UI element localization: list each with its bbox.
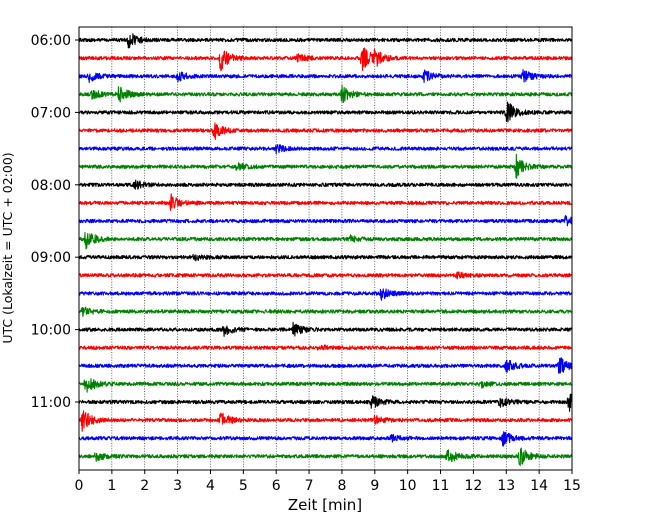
trace-0900 (78, 253, 573, 262)
y-tick-label: 10:00 (31, 323, 71, 339)
trace-0930 (78, 288, 573, 301)
trace-1045 (78, 378, 573, 393)
x-tick-label: 13 (497, 478, 515, 494)
x-tick-label: 7 (305, 478, 314, 494)
trace-1100 (78, 393, 573, 412)
trace-0730 (78, 144, 573, 155)
x-tick-label: 0 (75, 478, 84, 494)
plot-frame (78, 26, 573, 471)
trace-1115 (78, 410, 573, 432)
x-tick-label: 10 (399, 478, 417, 494)
vertical-gridlines (111, 27, 540, 470)
x-axis-ticks: 0 1 2 3 4 5 6 7 8 9 10 11 12 13 14 15 (75, 470, 581, 494)
trace-0745 (78, 153, 573, 179)
y-tick-label: 08:00 (31, 178, 71, 194)
trace-0830 (78, 215, 573, 227)
y-tick-label: 06:00 (31, 33, 71, 49)
trace-0915 (78, 271, 573, 280)
x-tick-label: 15 (563, 478, 581, 494)
trace-1000 (78, 321, 573, 337)
x-tick-label: 8 (337, 478, 346, 494)
trace-0630 (78, 69, 573, 84)
trace-0945 (78, 306, 573, 317)
y-axis-title: UTC (Lokalzeit = UTC + 02:00) (0, 152, 15, 343)
trace-0800 (78, 179, 573, 190)
trace-1130 (78, 431, 573, 447)
x-tick-label: 3 (173, 478, 182, 494)
trace-1145 (78, 447, 573, 467)
trace-0600 (78, 33, 573, 49)
x-tick-label: 4 (206, 478, 215, 494)
trace-0645 (78, 84, 573, 103)
x-tick-label: 5 (239, 478, 248, 494)
trace-0845 (78, 232, 573, 250)
x-tick-label: 9 (370, 478, 379, 494)
x-axis-title: Zeit [min] (288, 496, 362, 514)
y-tick-label: 09:00 (31, 250, 71, 266)
x-tick-label: 6 (272, 478, 281, 494)
x-tick-label: 11 (432, 478, 450, 494)
y-tick-label: 07:00 (31, 105, 71, 121)
x-tick-label: 2 (140, 478, 149, 494)
trace-1030 (78, 357, 573, 374)
trace-0715 (78, 122, 573, 141)
trace-0700 (78, 101, 573, 123)
x-tick-label: 12 (464, 478, 482, 494)
x-tick-label: 14 (530, 478, 548, 494)
trace-0815 (78, 193, 573, 211)
trace-0615 (78, 47, 573, 72)
y-tick-label: 11:00 (31, 395, 71, 411)
seismogram-traces (78, 33, 573, 467)
x-tick-label: 1 (107, 478, 116, 494)
y-axis-ticks: 06:00 07:00 08:00 09:00 10:00 11:00 (31, 33, 79, 411)
trace-1015 (78, 344, 573, 351)
